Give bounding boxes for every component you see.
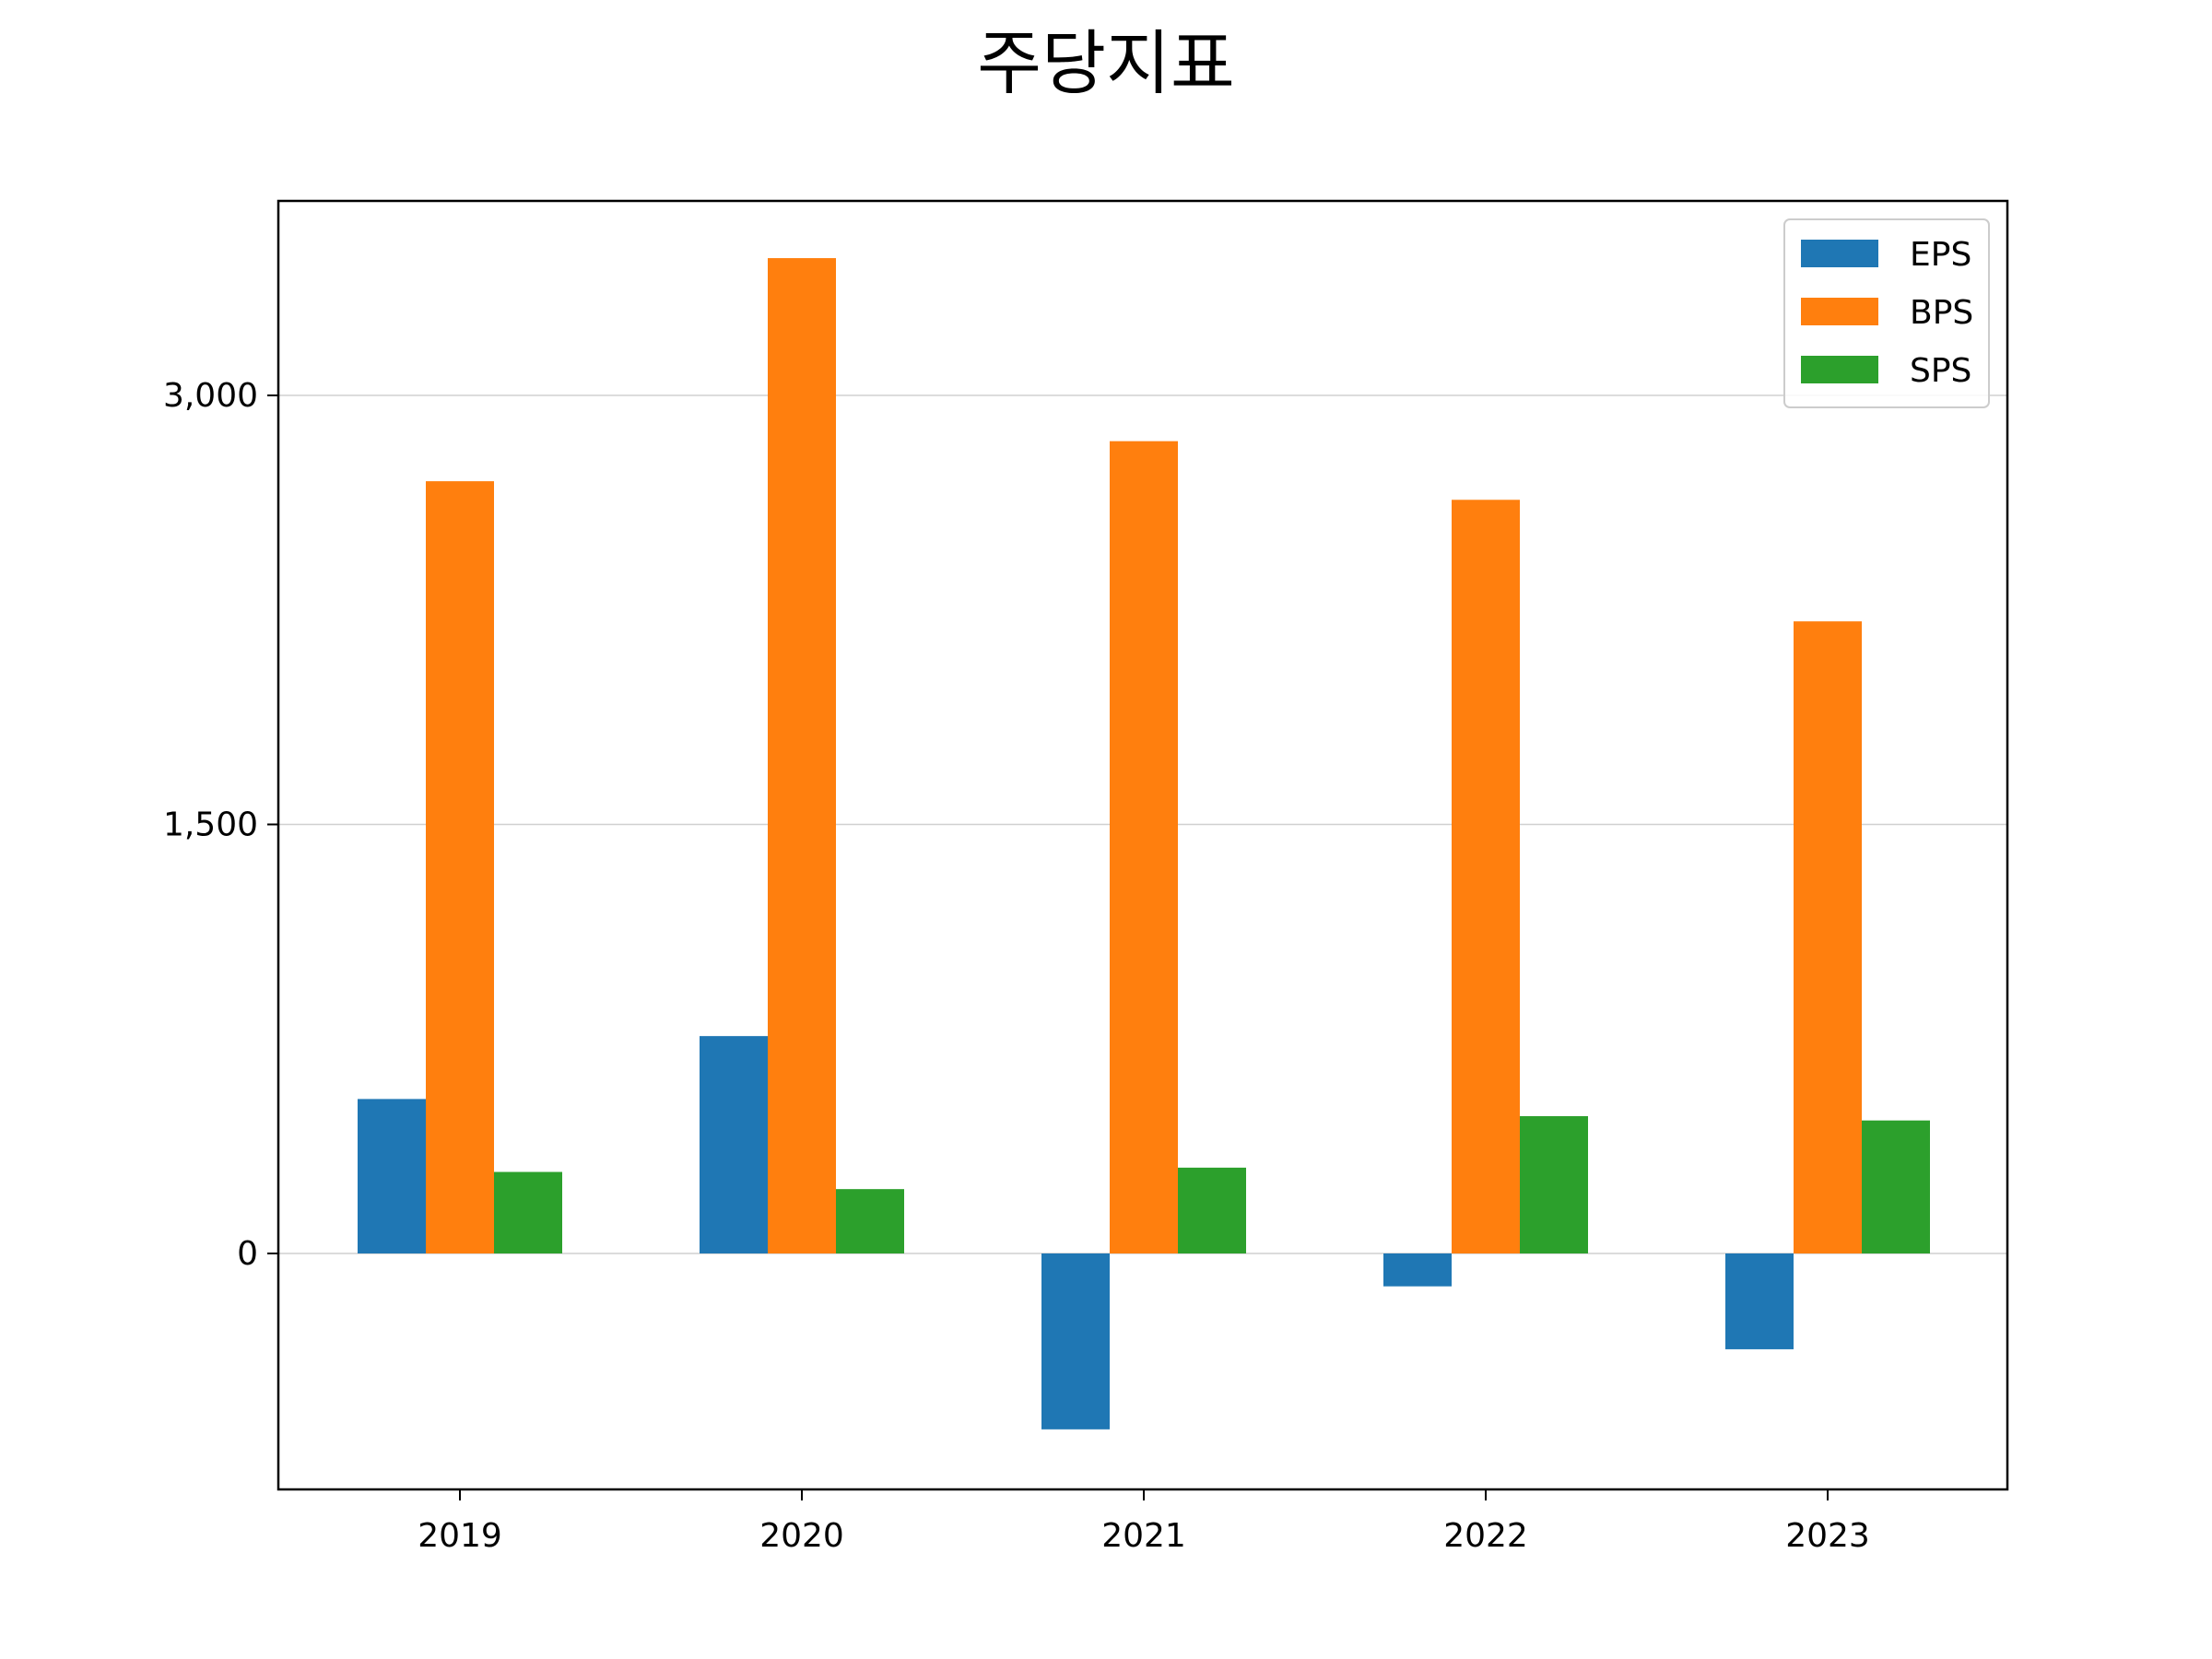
bar-bps-2022 xyxy=(1452,500,1520,1253)
legend-swatch-eps xyxy=(1801,240,1878,267)
bar-sps-2022 xyxy=(1520,1116,1588,1253)
chart-title: 주당지표 xyxy=(977,22,1235,104)
x-tick-label: 2020 xyxy=(759,1517,844,1555)
x-axis: 2019 2020 2021 2022 2023 xyxy=(418,1489,1870,1555)
bar-eps-2022 xyxy=(1383,1253,1452,1287)
y-axis: 0 1,500 3,000 xyxy=(163,377,278,1273)
bar-bps-2019 xyxy=(426,481,494,1253)
bar-sps-2021 xyxy=(1178,1167,1246,1253)
bar-eps-2021 xyxy=(1041,1253,1110,1430)
legend-swatch-sps xyxy=(1801,356,1878,383)
x-tick-label: 2019 xyxy=(418,1517,502,1555)
bars xyxy=(358,258,1930,1430)
legend: EPS BPS SPS xyxy=(1783,218,1990,408)
legend-label-sps: SPS xyxy=(1910,352,1971,390)
legend-label-eps: EPS xyxy=(1910,236,1971,274)
bar-eps-2023 xyxy=(1725,1253,1794,1349)
x-tick-label: 2022 xyxy=(1443,1517,1528,1555)
y-tick-label: 3,000 xyxy=(163,377,258,415)
bar-bps-2021 xyxy=(1110,441,1178,1253)
y-tick-label: 0 xyxy=(237,1235,258,1273)
bar-bps-2020 xyxy=(768,258,836,1253)
bar-eps-2020 xyxy=(700,1036,768,1253)
legend-swatch-bps xyxy=(1801,298,1878,325)
bar-bps-2023 xyxy=(1794,621,1862,1253)
x-tick-label: 2023 xyxy=(1785,1517,1870,1555)
y-tick-label: 1,500 xyxy=(163,806,258,844)
bar-sps-2019 xyxy=(494,1171,562,1253)
bar-eps-2019 xyxy=(358,1099,426,1253)
bar-sps-2020 xyxy=(836,1189,904,1253)
x-tick-label: 2021 xyxy=(1101,1517,1186,1555)
bar-sps-2023 xyxy=(1862,1120,1930,1253)
legend-label-bps: BPS xyxy=(1910,294,1973,332)
